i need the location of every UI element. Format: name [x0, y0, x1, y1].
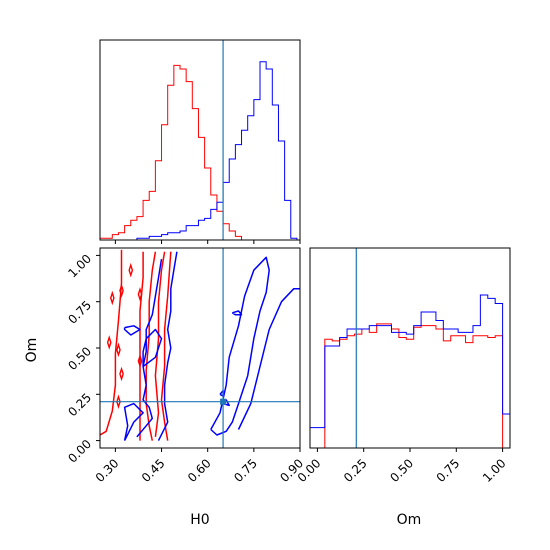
- contour-series-b-5: [210, 256, 270, 436]
- om-x-tick-label-1: 0.25: [341, 456, 370, 485]
- h0-histogram-panel: [99, 39, 301, 244]
- contour-series-b-9: [231, 310, 243, 316]
- contour-series-b-4: [123, 325, 141, 336]
- main-x-tick-label-2: 0.60: [185, 456, 214, 485]
- contour-series-a-spot-3: [116, 342, 121, 358]
- contour-series-a-spot-0: [119, 283, 124, 298]
- contour-series-a-0: [100, 249, 123, 436]
- om-hist-series-b: [310, 294, 510, 448]
- contour-series-a-spot-8: [128, 262, 134, 278]
- om-x-tick-label-3: 0.75: [434, 456, 463, 485]
- main-frame: [99, 247, 301, 449]
- om-x-tick-label-4: 1.00: [480, 456, 509, 485]
- contour-series-a-spot-6: [137, 353, 143, 369]
- h0-hist-series-b: [100, 61, 298, 240]
- contour-series-b-3: [142, 328, 163, 368]
- main-y-tick-label-2: 0.50: [65, 344, 94, 373]
- contour-series-b-2: [157, 251, 178, 441]
- contour-series-a-spot-5: [137, 286, 143, 302]
- main-y-tick-label-3: 0.75: [65, 298, 94, 327]
- main-y-tick-label-4: 1.00: [65, 252, 94, 281]
- om-x-axis-label: Om: [397, 512, 422, 528]
- contour-series-a-spot-2: [106, 335, 112, 350]
- contour-series-a-spot-7: [116, 394, 121, 410]
- main-y-tick-label-0: 0.00: [65, 437, 94, 466]
- main-y-tick-label-1: 0.25: [65, 391, 94, 420]
- main-truth-marker: [220, 398, 227, 405]
- om-histogram-panel: 0.00 0.25 0.50 0.75 1.00: [295, 247, 511, 485]
- h0-om-contour-panel: 0.30 0.45 0.60 0.75 0.900.000.250.500.751.00: [65, 247, 306, 485]
- contour-series-a-2: [139, 251, 144, 441]
- om-hist-frame: [309, 247, 511, 449]
- om-hist-series-a: [310, 323, 510, 448]
- contour-series-a-spot-1: [109, 290, 115, 306]
- main-x-axis-label: H0: [190, 512, 209, 528]
- contour-series-a-4: [154, 251, 166, 437]
- h0-hist-series-a: [100, 64, 297, 240]
- main-x-tick-label-3: 0.75: [231, 456, 260, 485]
- main-y-axis-label: Om: [24, 338, 40, 363]
- contour-series-b-6: [237, 287, 300, 430]
- om-x-tick-label-2: 0.50: [387, 456, 416, 485]
- main-x-tick-label-0: 0.30: [93, 456, 122, 485]
- contour-series-b-0: [123, 402, 144, 441]
- h0-hist-frame: [99, 39, 301, 241]
- contour-series-a-spot-4: [119, 366, 124, 382]
- contour-series-a-3: [160, 251, 172, 441]
- main-x-tick-label-1: 0.45: [139, 456, 168, 485]
